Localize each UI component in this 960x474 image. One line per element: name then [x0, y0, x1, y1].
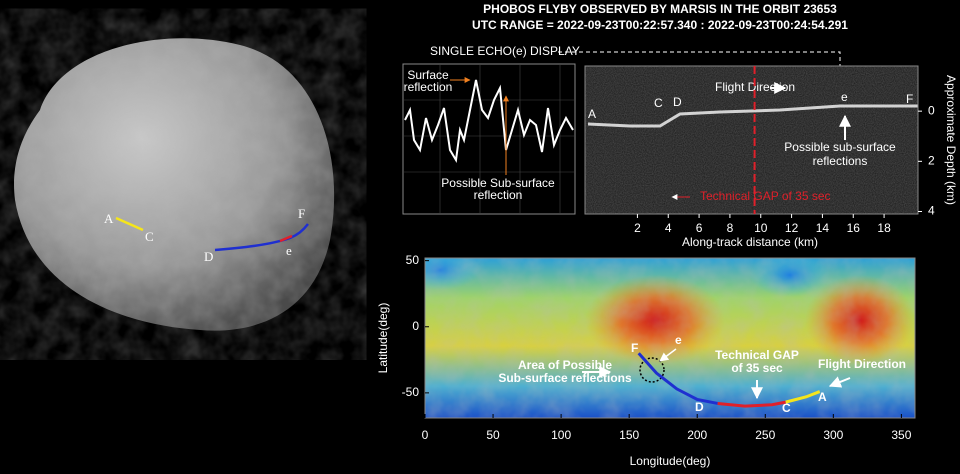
x-tick-label: 18: [877, 221, 891, 235]
y-axis-label: Approximate Depth (km): [944, 75, 958, 205]
track: [637, 352, 718, 405]
x-tick-label: 4: [665, 221, 672, 235]
point-label: e: [675, 333, 682, 347]
phobos-label: F: [298, 206, 305, 221]
y-tick-label: 0: [928, 103, 935, 117]
x-tick-label: 0: [422, 428, 429, 442]
x-tick-label: 12: [785, 221, 799, 235]
y-tick-label: 50: [406, 253, 420, 267]
phobos-label: D: [204, 249, 213, 264]
phobos-image: A C D e F: [14, 38, 335, 331]
annotation: Flight Direction: [818, 357, 906, 371]
annotation: Technical GAP: [715, 348, 799, 362]
point-label: A: [588, 107, 596, 121]
annotation: of 35 sec: [731, 361, 783, 375]
echo-label: reflection: [474, 188, 523, 202]
annotation: Area of Possible: [518, 358, 612, 372]
x-tick-label: 150: [619, 428, 639, 442]
x-tick-label: 2: [634, 221, 641, 235]
x-tick-label: 10: [754, 221, 768, 235]
phobos-label: e: [286, 243, 292, 258]
annotation: reflections: [813, 154, 868, 168]
echo-label: Surface: [407, 68, 449, 82]
map: [425, 258, 915, 418]
echo-panel: Surface reflection Possible Sub-surface …: [402, 63, 576, 215]
x-axis-label: Longitude(deg): [630, 454, 711, 468]
phobos-label: C: [145, 229, 154, 244]
point-label: C: [782, 401, 791, 415]
y-tick-label: 0: [412, 319, 419, 333]
x-tick-label: 100: [551, 428, 571, 442]
x-tick-label: 8: [727, 221, 734, 235]
x-tick-label: 350: [891, 428, 911, 442]
point-label: C: [654, 96, 663, 110]
point-label: e: [841, 90, 848, 104]
annotation: Sub-surface reflections: [498, 371, 632, 385]
echo-label: reflection: [404, 80, 453, 94]
radargram: [585, 66, 918, 214]
phobos-label: A: [104, 211, 114, 226]
point-label: D: [673, 95, 682, 109]
echo-label: Possible Sub-surface: [441, 176, 555, 190]
point-label: F: [906, 92, 913, 106]
x-tick-label: 250: [755, 428, 775, 442]
y-tick-label: -50: [402, 385, 420, 399]
y-tick-label: 4: [928, 204, 935, 218]
annotation: Possible sub-surface: [784, 140, 896, 154]
y-axis-label: Latitude(deg): [376, 303, 390, 374]
subtitle: UTC RANGE = 2022-09-23T00:22:57.340 : 20…: [472, 18, 848, 32]
x-tick-label: 16: [847, 221, 861, 235]
x-tick-label: 50: [486, 428, 500, 442]
annotation: Technical GAP of 35 sec: [700, 189, 831, 203]
annotation: Flight Direction: [715, 80, 795, 94]
plot-frame: [584, 65, 919, 215]
x-tick-label: 200: [687, 428, 707, 442]
plot-frame: [424, 257, 916, 419]
point-label: F: [631, 341, 638, 355]
x-axis-label: Along-track distance (km): [682, 235, 818, 249]
x-tick-label: 6: [696, 221, 703, 235]
title: PHOBOS FLYBY OBSERVED BY MARSIS IN THE O…: [483, 2, 837, 16]
y-tick-label: 2: [928, 153, 935, 167]
x-tick-label: 14: [816, 221, 830, 235]
track: [785, 390, 821, 404]
point-label: A: [818, 390, 827, 404]
echo-title: SINGLE ECHO(e) DISPLAY: [430, 44, 580, 58]
track: [717, 400, 786, 408]
x-tick-label: 300: [823, 428, 843, 442]
point-label: D: [695, 400, 704, 414]
